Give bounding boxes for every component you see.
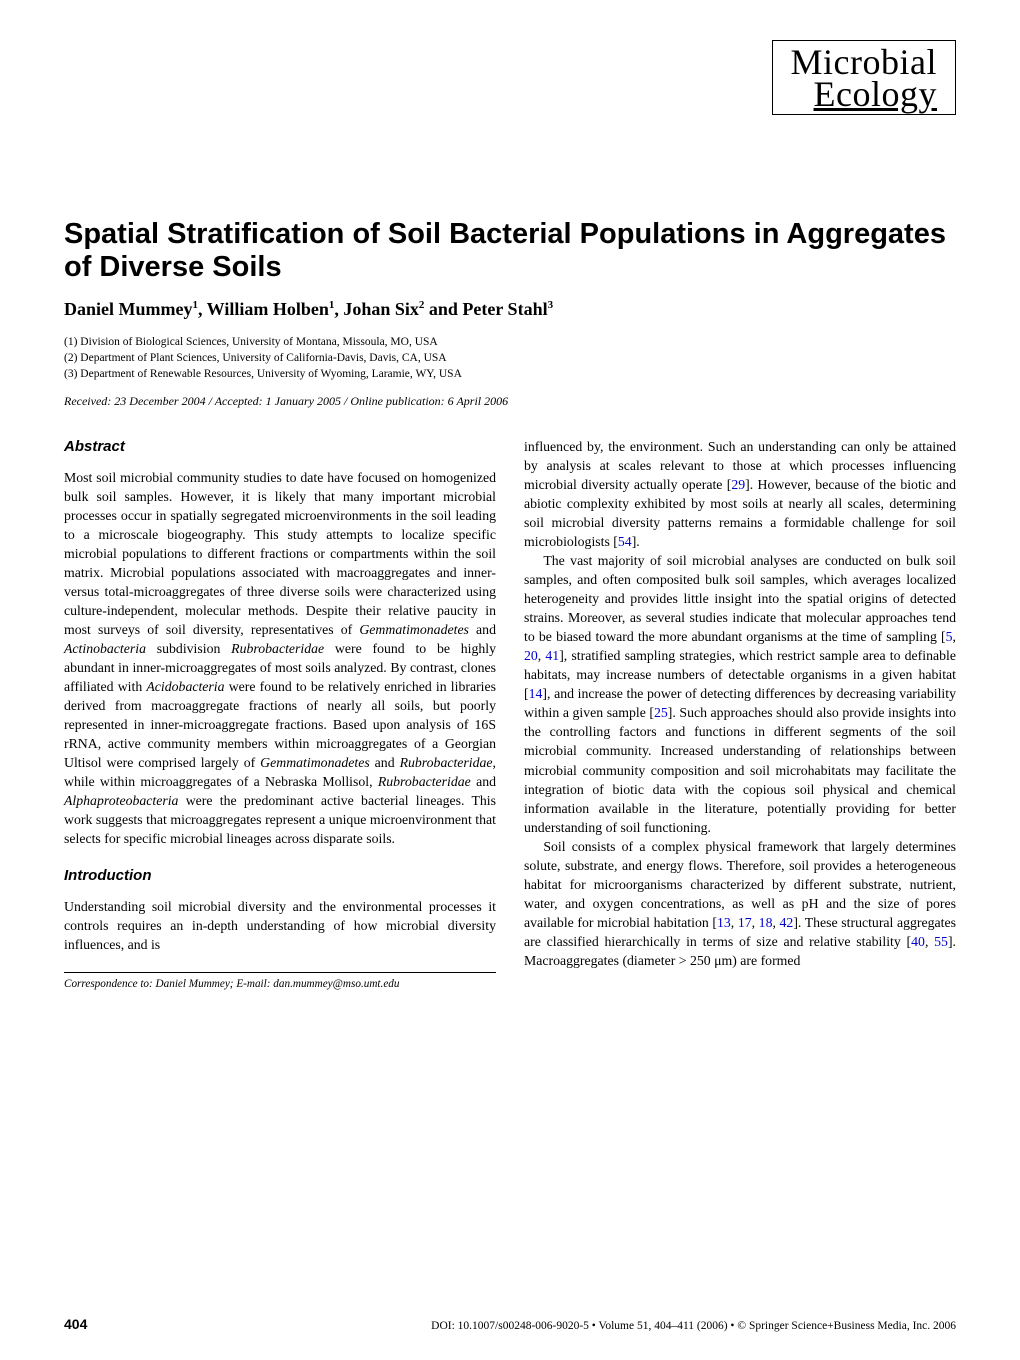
abstract-heading: Abstract bbox=[64, 437, 496, 458]
journal-logo-box: Microbial Ecology bbox=[772, 40, 956, 115]
affiliation-1: (1) Division of Biological Sciences, Uni… bbox=[64, 334, 956, 350]
doi-citation: DOI: 10.1007/s00248-006-9020-5 • Volume … bbox=[431, 1320, 956, 1332]
intro-para-2b: The vast majority of soil microbial anal… bbox=[524, 551, 956, 836]
page-footer: 404 DOI: 10.1007/s00248-006-9020-5 • Vol… bbox=[64, 1316, 956, 1332]
page-number: 404 bbox=[64, 1316, 87, 1332]
authors-line: Daniel Mummey1, William Holben1, Johan S… bbox=[64, 299, 956, 320]
article-title: Spatial Stratification of Soil Bacterial… bbox=[64, 218, 956, 285]
introduction-heading: Introduction bbox=[64, 866, 496, 887]
two-column-body: Abstract Most soil microbial community s… bbox=[64, 437, 956, 993]
affiliations-block: (1) Division of Biological Sciences, Uni… bbox=[64, 334, 956, 382]
journal-name-line2: Ecology bbox=[791, 79, 937, 111]
correspondence-text: Correspondence to: Daniel Mummey; E-mail… bbox=[64, 978, 399, 990]
affiliation-3: (3) Department of Renewable Resources, U… bbox=[64, 366, 956, 382]
intro-para-2a: influenced by, the environment. Such an … bbox=[524, 437, 956, 551]
intro-para-2c: Soil consists of a complex physical fram… bbox=[524, 837, 956, 970]
article-dates: Received: 23 December 2004 / Accepted: 1… bbox=[64, 394, 956, 409]
correspondence-footnote: Correspondence to: Daniel Mummey; E-mail… bbox=[64, 972, 496, 992]
affiliation-2: (2) Department of Plant Sciences, Univer… bbox=[64, 350, 956, 366]
abstract-text: Most soil microbial community studies to… bbox=[64, 468, 496, 849]
right-column: influenced by, the environment. Such an … bbox=[524, 437, 956, 993]
left-column: Abstract Most soil microbial community s… bbox=[64, 437, 496, 993]
intro-para-col1: Understanding soil microbial diversity a… bbox=[64, 897, 496, 954]
